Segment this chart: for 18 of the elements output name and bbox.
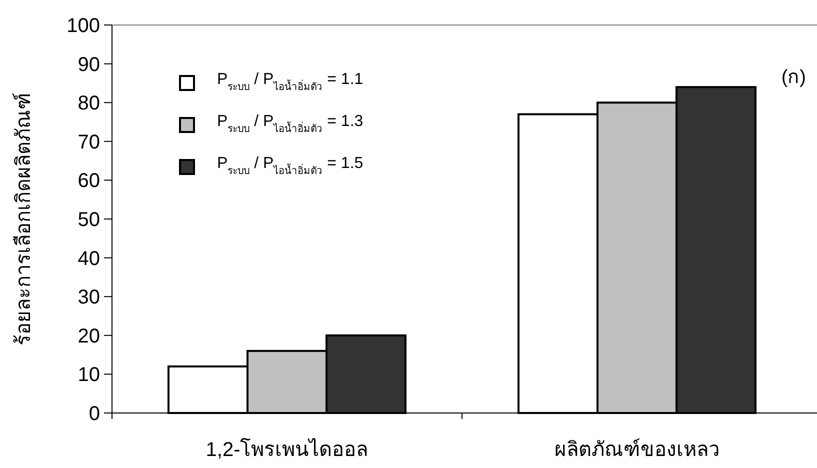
- y-tick-label: 0: [88, 403, 100, 425]
- y-tick-label: 30: [78, 286, 100, 309]
- y-tick-label: 80: [78, 92, 100, 115]
- y-axis-title: ร้อยละการเลือกเกิดผลิตภัณฑ์: [12, 92, 35, 346]
- y-tick-label: 60: [78, 170, 100, 192]
- y-tick-label: 20: [78, 325, 100, 348]
- y-tick-label: 10: [78, 364, 100, 386]
- y-tick-label: 50: [78, 209, 100, 231]
- x-tick-label: ผลิตภัณฑ์ของเหลว: [554, 438, 720, 461]
- y-tick-label: 100: [66, 15, 100, 37]
- legend-label: P$_{ระบบ}$ / P$_{ไอน้ำอิ่มตัว}$ = 1.3: [217, 113, 364, 134]
- y-tick-label: 70: [78, 131, 100, 154]
- legend-label: P$_{ระบบ}$ / P$_{ไอน้ำอิ่มตัว}$ = 1.5: [217, 155, 364, 176]
- y-tick-label: 90: [78, 54, 100, 76]
- annotation: (ก): [781, 67, 806, 88]
- y-tick-label: 40: [78, 248, 100, 270]
- legend-label: P$_{ระบบ}$ / P$_{ไอน้ำอิ่มตัว}$ = 1.1: [217, 71, 364, 92]
- x-tick-label: 1,2-โพรเพนไดออล: [206, 438, 368, 461]
